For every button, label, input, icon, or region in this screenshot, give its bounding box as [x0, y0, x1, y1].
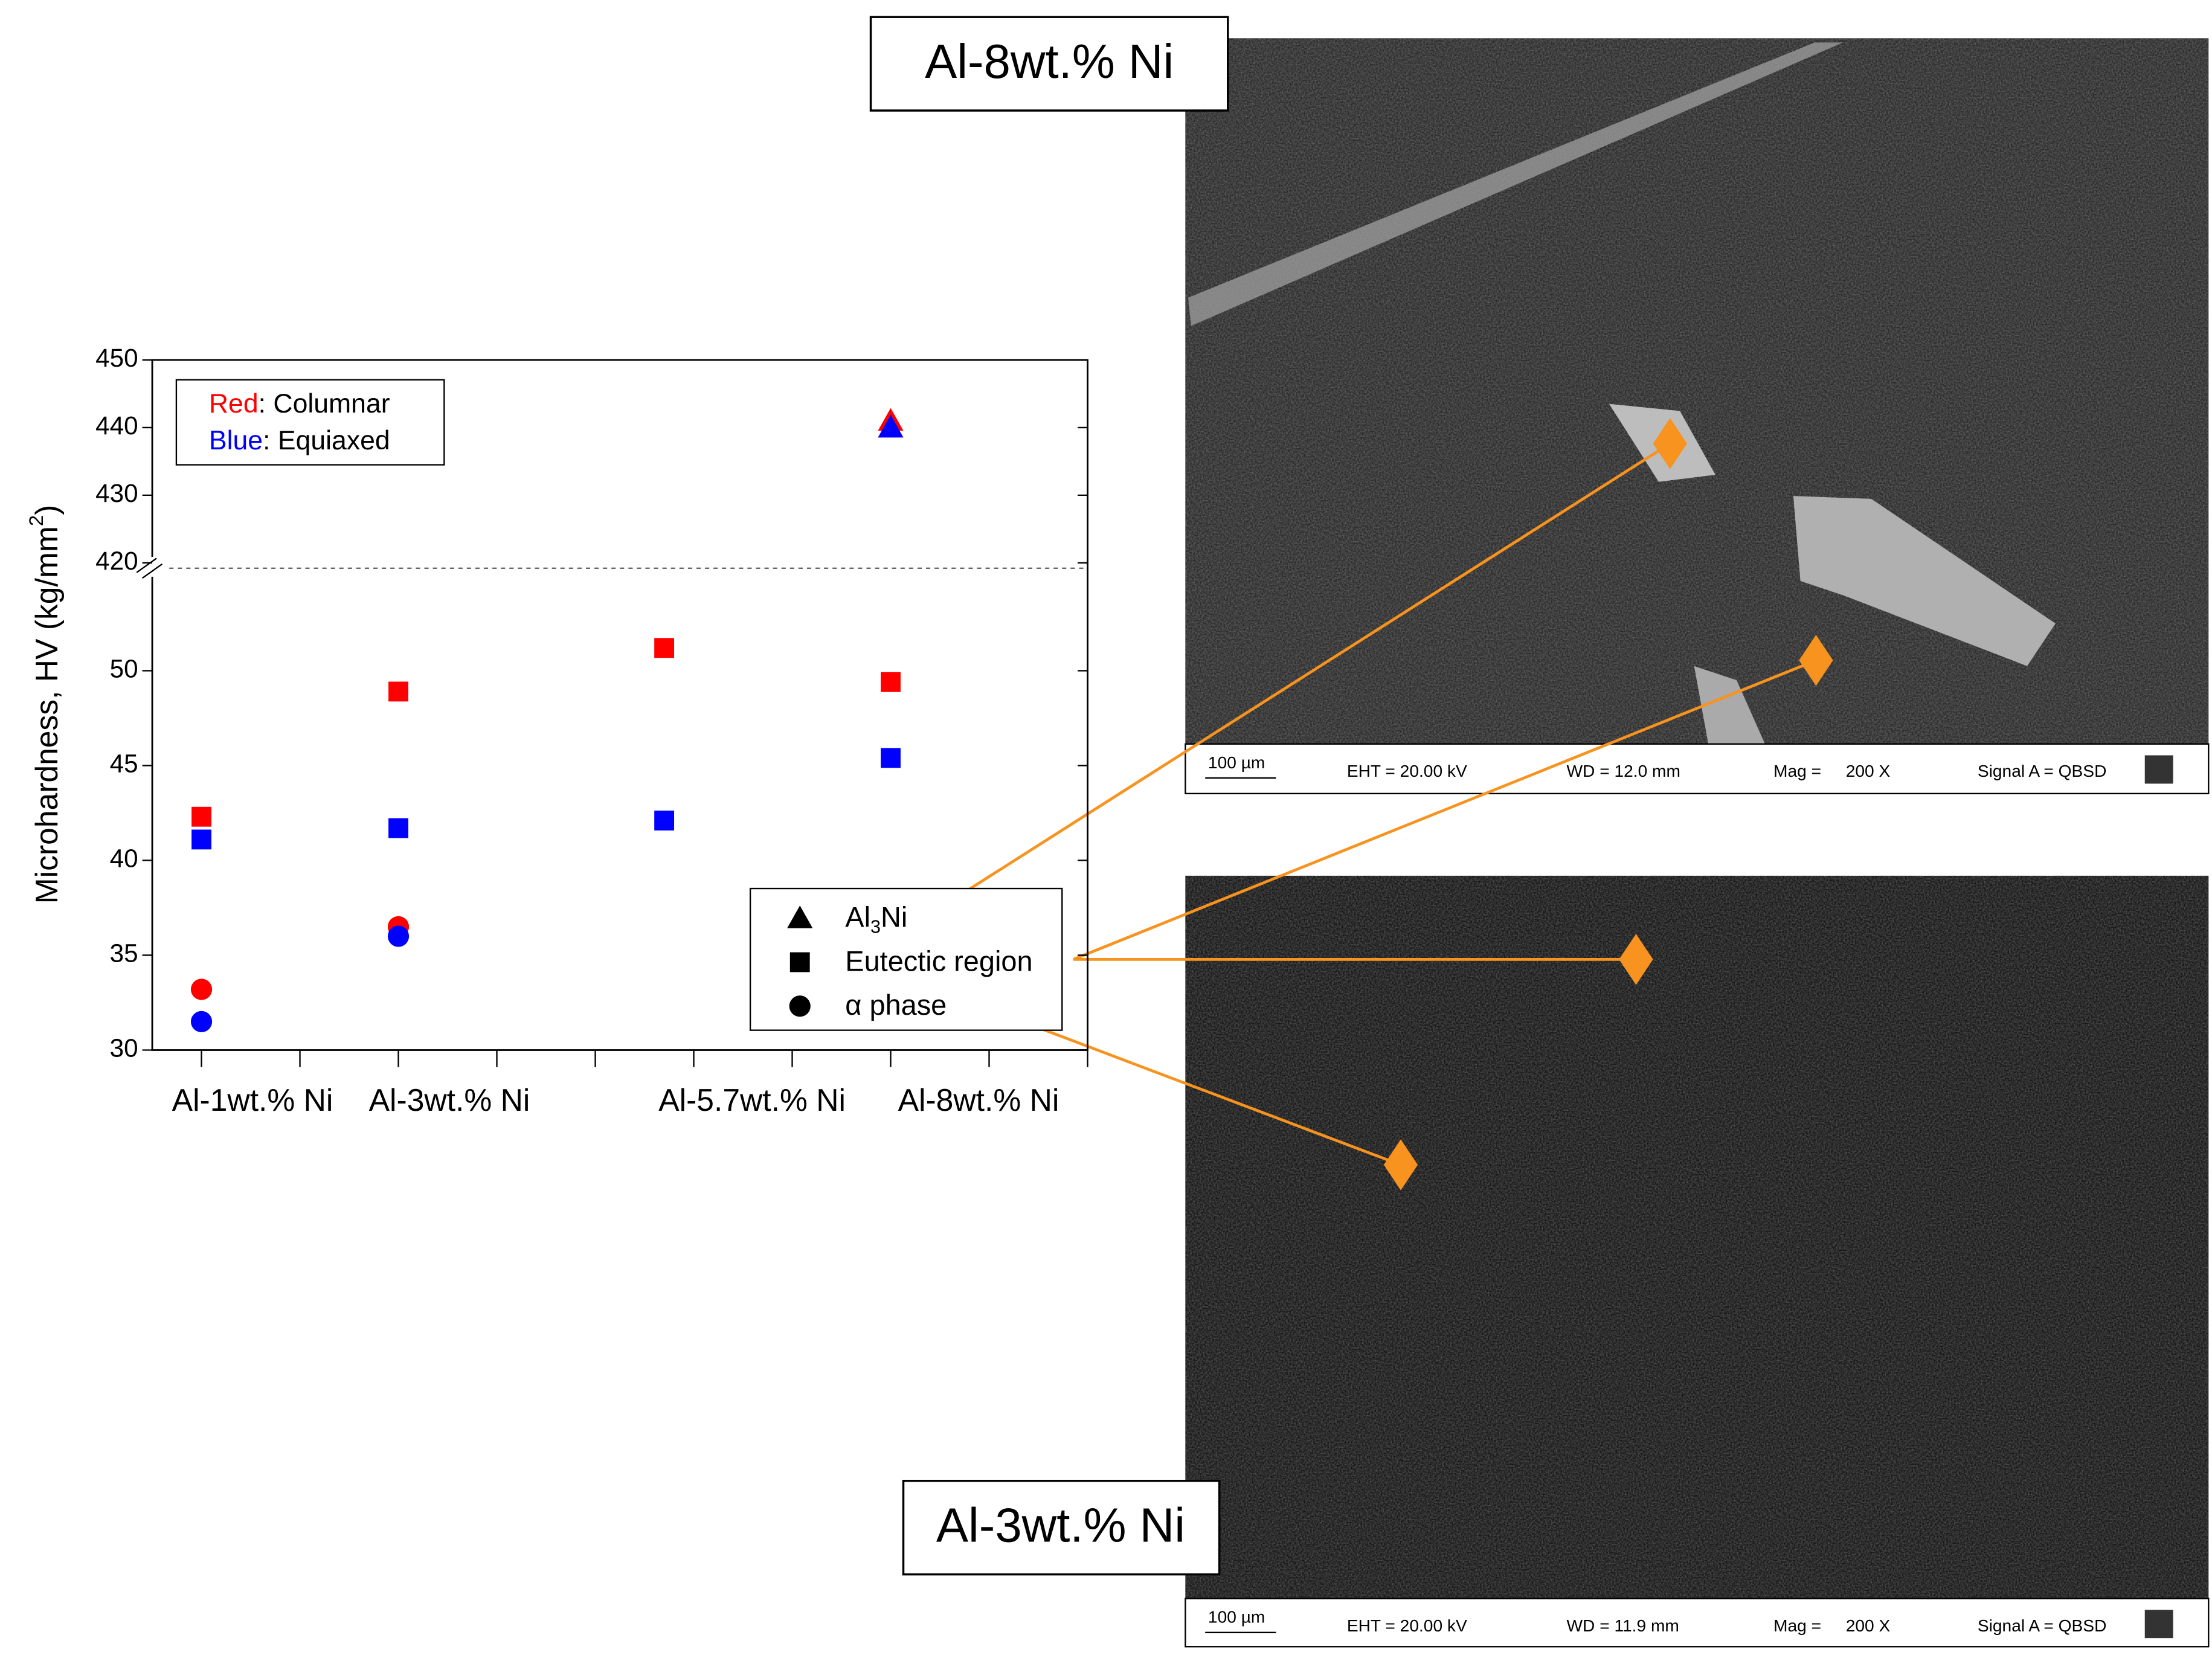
triangle-marker: [787, 905, 813, 928]
info-text: Mag =: [1773, 1616, 1821, 1635]
label-box: [869, 16, 1229, 112]
plot-frame: [151, 359, 1088, 1051]
legend-color-word: Blue: [209, 426, 263, 455]
square-marker: [191, 829, 211, 850]
logo: [2144, 1610, 2173, 1639]
logo: [2144, 755, 2173, 784]
info-text: 200 X: [1846, 762, 1891, 780]
connectors: [914, 442, 1817, 1166]
legend-entry: Eutectic region: [845, 946, 1032, 977]
y-label-text: Microhardness, HV (kg/mm: [28, 526, 63, 904]
y-tick-label: 450: [95, 344, 138, 372]
info-text: Mag =: [1773, 762, 1821, 780]
legend-entry: Al3Ni: [845, 902, 907, 937]
info-text: Signal A = QBSD: [1978, 1616, 2107, 1635]
y-tick-label: 45: [110, 750, 138, 778]
circle-marker: [387, 925, 410, 947]
info-text: 200 X: [1846, 1616, 1891, 1635]
x-category-label: Al-3wt.% Ni: [369, 1082, 530, 1117]
y-tick-label: 30: [110, 1034, 138, 1062]
micrograph-title: Al-3wt.% Ni: [936, 1499, 1185, 1552]
legend-text: : Columnar: [259, 389, 390, 419]
info-text: WD = 11.9 mm: [1567, 1616, 1679, 1635]
square-marker: [191, 806, 211, 827]
square-marker: [789, 952, 810, 972]
color-legend: [175, 379, 445, 466]
legend-text: Al: [845, 902, 870, 933]
y-label-text: ): [28, 505, 63, 515]
micrograph-top: [1185, 38, 2210, 795]
triangle-marker: [878, 414, 904, 438]
y-label-sup: 2: [25, 515, 47, 526]
info-text: EHT = 20.00 kV: [1347, 1616, 1467, 1635]
micrograph-bottom: [1185, 875, 2210, 1648]
square-marker: [881, 672, 901, 692]
legend-text: α phase: [845, 990, 947, 1021]
y-tick-label: 35: [110, 939, 138, 968]
circle-marker: [190, 978, 213, 1000]
circle-marker: [190, 1011, 213, 1032]
square-marker: [654, 638, 675, 658]
info-text: WD = 12.0 mm: [1567, 762, 1680, 780]
square-marker: [881, 748, 901, 768]
legend-entry: α phase: [845, 990, 947, 1021]
circle-marker: [789, 995, 811, 1017]
square-marker: [388, 681, 408, 702]
x-category-label: Al-1wt.% Ni: [172, 1082, 333, 1117]
legend-sub: 3: [870, 917, 881, 937]
axis-break-mark: [136, 557, 163, 579]
legend-text: : Equiaxed: [263, 426, 390, 455]
legend-entry: Blue: Equiaxed: [209, 426, 390, 455]
y-tick-label: 420: [95, 547, 138, 575]
x-category-label: Al-8wt.% Ni: [898, 1082, 1059, 1117]
legend-text: Ni: [881, 902, 907, 933]
legend-text: Eutectic region: [845, 946, 1032, 977]
legend-entry: Red: Columnar: [209, 389, 390, 419]
info-text: 100 µm: [1208, 753, 1265, 772]
y-tick-label: 40: [110, 844, 138, 873]
y-tick-label: 440: [95, 411, 138, 440]
square-marker: [654, 811, 675, 831]
x-category-label: Al-5.7wt.% Ni: [658, 1082, 846, 1117]
info-text: 100 µm: [1208, 1608, 1265, 1627]
info-text: Signal A = QBSD: [1978, 762, 2107, 780]
y-tick-label: 430: [95, 479, 138, 507]
axis-break-gap: [139, 557, 166, 577]
micrograph-title: Al-8wt.% Ni: [925, 34, 1174, 88]
label-box: [902, 1479, 1221, 1576]
y-axis-label: Microhardness, HV (kg/mm2): [25, 505, 64, 904]
legend-color-word: Red: [209, 389, 259, 419]
square-marker: [388, 818, 408, 838]
info-text: EHT = 20.00 kV: [1347, 762, 1467, 780]
y-tick-label: 50: [110, 655, 138, 683]
